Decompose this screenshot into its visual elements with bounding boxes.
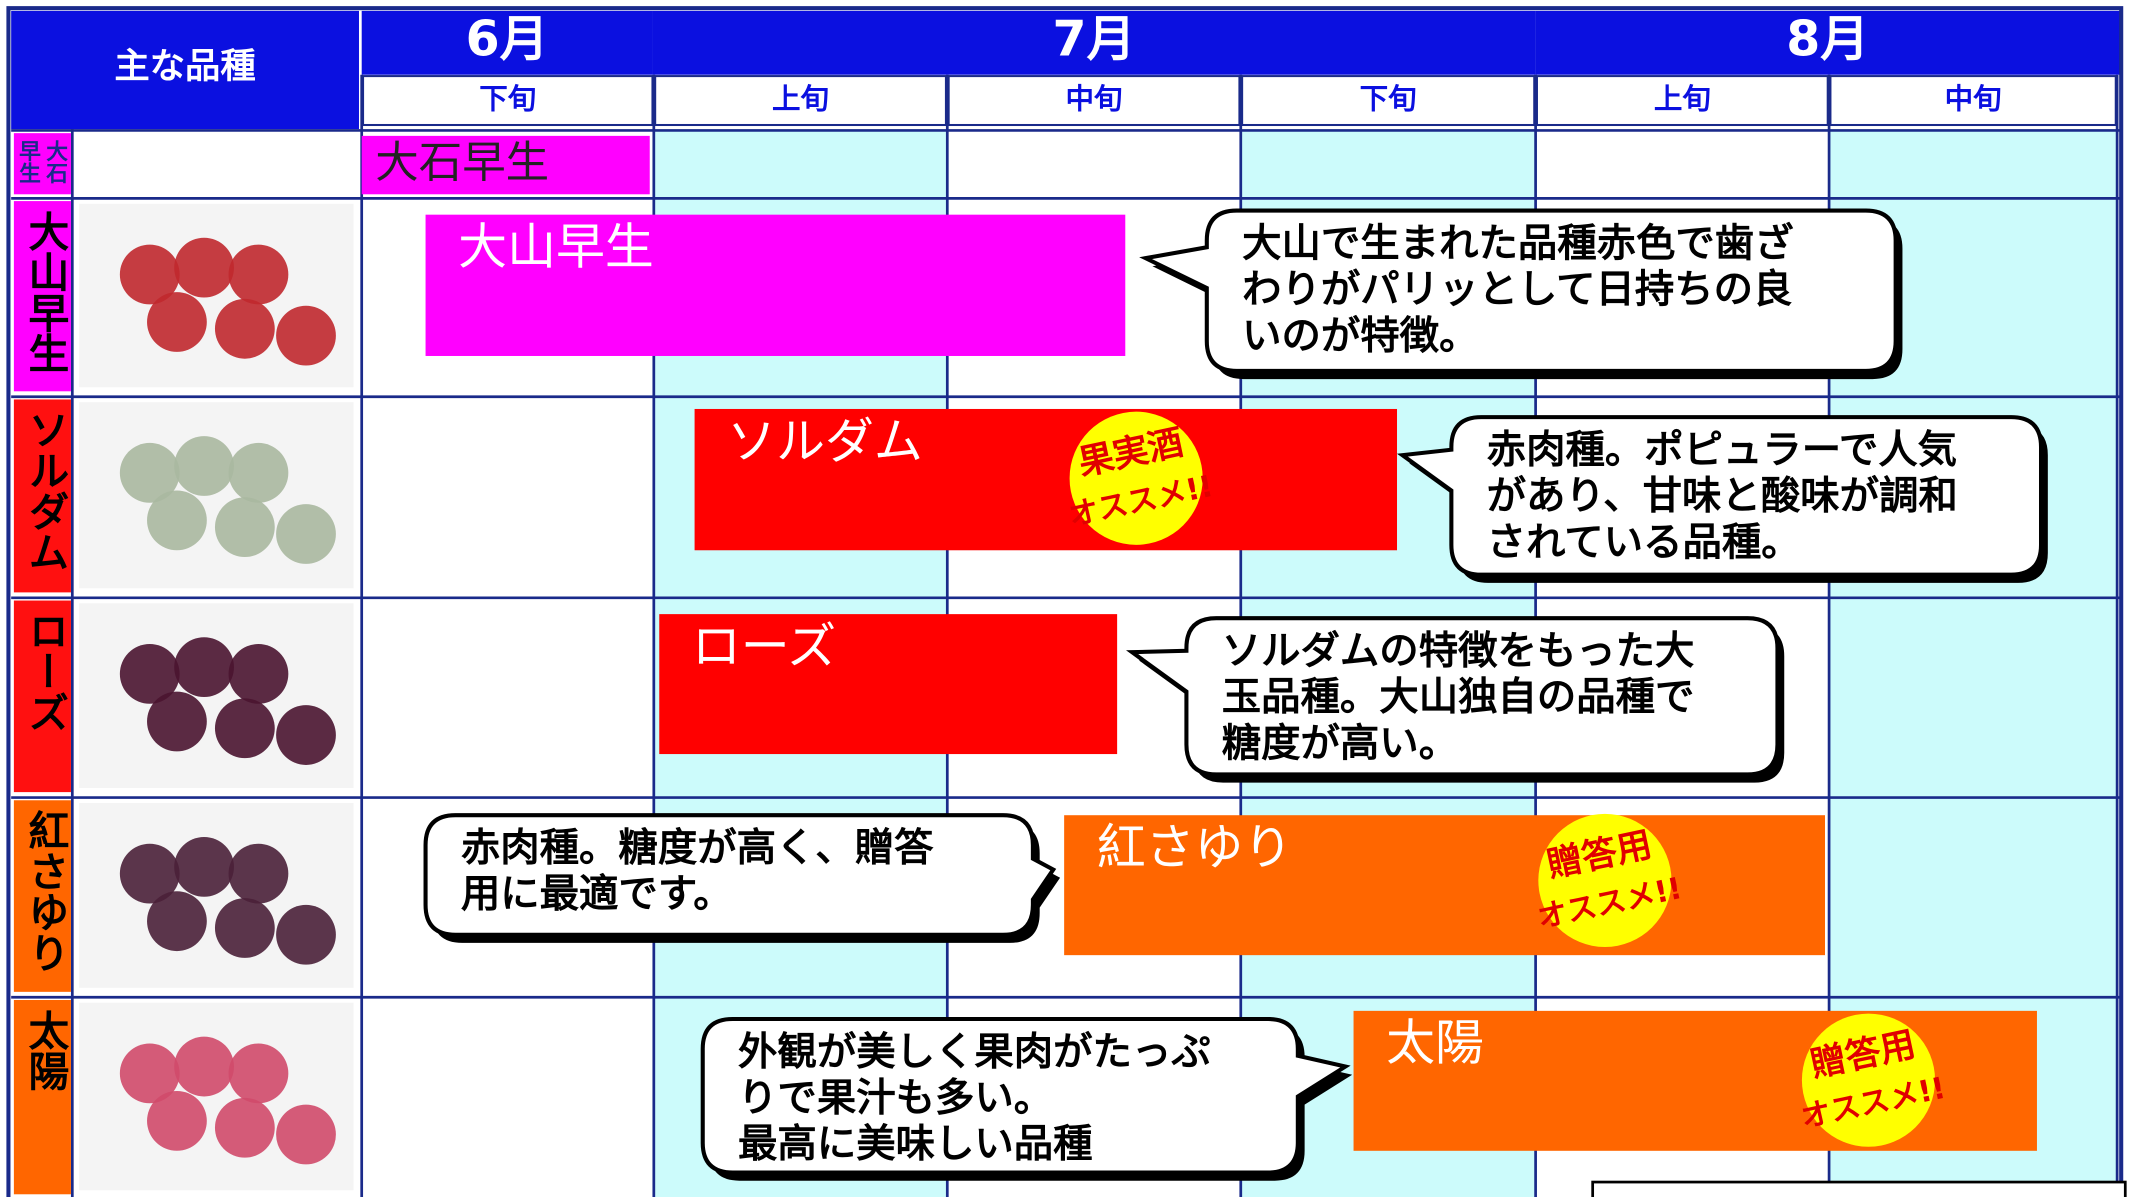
callout — [700, 1016, 1351, 1175]
side-label: 大石 — [43, 140, 69, 184]
callout-text: があり、甘味と酸味が調和 — [1487, 473, 1958, 519]
fruit — [147, 891, 207, 952]
corner-cell — [11, 10, 359, 130]
side-label: 太陽 — [21, 1009, 69, 1091]
side-label-bg — [13, 800, 71, 992]
fruit — [276, 904, 336, 965]
fruit — [174, 836, 234, 897]
month-label: 7月 — [1053, 11, 1136, 68]
side-label: ローズ — [21, 610, 69, 732]
fruit — [119, 244, 180, 305]
period-label: 下旬 — [479, 83, 536, 116]
badge — [1069, 411, 1203, 545]
callout-text: 赤肉種。ポピュラーで人気 — [1487, 427, 1957, 473]
callout-text: 玉品種。大山独自の品種で — [1222, 674, 1695, 720]
fruit — [214, 1097, 275, 1158]
side-label-bg — [13, 399, 71, 593]
bar-label: 大石早生 — [375, 138, 549, 188]
fruit — [214, 497, 275, 558]
fruit — [147, 490, 207, 551]
callout-text: 用に最適です。 — [461, 871, 733, 917]
side-label-bg — [13, 999, 71, 1195]
fruit — [228, 644, 289, 704]
fruit — [214, 898, 275, 958]
side-label: 早生 — [15, 140, 40, 184]
fruit — [174, 1036, 234, 1097]
fruit — [147, 292, 207, 352]
callout-text: 赤肉種。糖度が高く、贈答 — [461, 825, 934, 871]
bar-label: ローズ — [692, 618, 836, 675]
fruit — [228, 1043, 289, 1104]
callout-text: りで果汁も多い。 — [738, 1075, 1053, 1121]
callout-text: 最高に美味しい品種 — [738, 1121, 1093, 1167]
bar — [1064, 815, 1826, 956]
callout — [1139, 208, 1898, 373]
fruit — [119, 644, 180, 704]
callout-text: 大山で生まれた品種赤色で歯ざ — [1242, 220, 1793, 266]
fruit — [276, 1104, 336, 1165]
badge — [1538, 813, 1672, 948]
callout-text: 糖度が高い。 — [1222, 720, 1458, 766]
side-label-bg — [13, 201, 71, 392]
fruit — [276, 504, 336, 564]
outer-border — [6, 6, 2124, 1197]
period-label: 中旬 — [1945, 83, 2002, 116]
period-cell — [1535, 75, 1829, 127]
fruit — [147, 691, 207, 752]
side-label-bg — [13, 133, 71, 195]
fruit — [214, 298, 275, 359]
callout-text: ソルダムの特徴をもった大 — [1222, 628, 1695, 674]
bar — [425, 214, 1126, 356]
period-label: 下旬 — [1360, 83, 1417, 116]
callout-text: 外観が美しく果肉がたっぷ — [738, 1029, 1211, 1075]
badge — [1801, 1013, 1936, 1147]
callout — [1396, 415, 2044, 577]
callout-text: わりがパリッとして日持ちの良 — [1242, 267, 1792, 313]
side-label: 大山早生 — [21, 210, 69, 373]
fruit — [174, 436, 234, 496]
side-label: ソルダム — [21, 409, 69, 572]
month-cell — [652, 10, 1536, 75]
fruit — [174, 637, 234, 698]
bar — [694, 408, 1398, 551]
fruit — [147, 1091, 207, 1151]
fruit — [276, 705, 336, 765]
fruit — [228, 442, 289, 503]
fruit — [119, 442, 180, 503]
fruit — [276, 305, 336, 366]
bar-label: 大山早生 — [458, 218, 654, 275]
callout — [423, 813, 1057, 937]
fruit — [119, 1043, 180, 1104]
bar-label: ソルダム — [727, 413, 923, 470]
corner-label: 主な品種 — [114, 46, 255, 87]
period-label: 中旬 — [1066, 83, 1123, 116]
bar-label: 紅さゆり — [1097, 819, 1293, 876]
fruit — [119, 843, 180, 904]
footer-box — [1591, 1180, 2127, 1197]
callout-text: いのが特徴。 — [1242, 313, 1478, 359]
period-label: 上旬 — [772, 83, 829, 116]
fruit — [228, 843, 289, 904]
month-cell — [361, 10, 653, 75]
month-label: 8月 — [1786, 11, 1869, 68]
bar-label: 太陽 — [1386, 1015, 1484, 1072]
side-label: 紅さゆり — [21, 810, 69, 973]
side-label-bg — [13, 600, 71, 793]
fruit — [214, 698, 275, 759]
fruit — [228, 244, 289, 305]
bar — [361, 135, 650, 195]
month-label: 6月 — [466, 11, 549, 68]
callout — [1126, 616, 1780, 777]
month-cell — [1535, 10, 2120, 75]
callout-text: されている品種。 — [1487, 519, 1801, 565]
period-label: 上旬 — [1654, 83, 1711, 116]
fruit — [174, 237, 234, 298]
bar — [659, 614, 1118, 755]
